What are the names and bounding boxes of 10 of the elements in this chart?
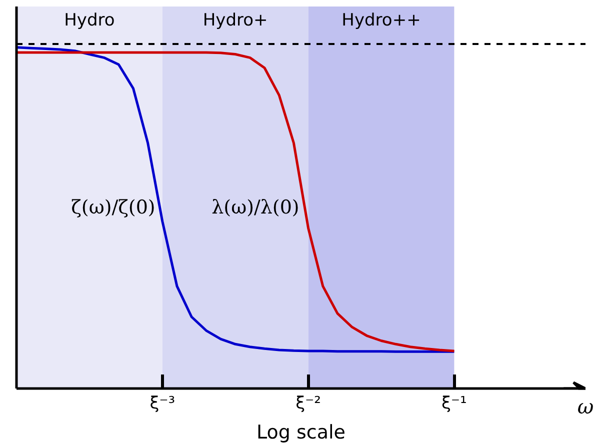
x-tick-label: ξ⁻¹ (442, 394, 467, 414)
text: ω (577, 394, 594, 418)
x-tick-label: ξ⁻³ (150, 394, 176, 414)
x-axis-title: Log scale (256, 422, 346, 444)
band-label: Hydro+ (202, 10, 268, 30)
band-label: Hydro++ (342, 10, 421, 30)
text: Hydro (64, 10, 115, 30)
annotation: λ(ω)/λ(0) (212, 196, 300, 219)
annotation: ζ(ω)/ζ(0) (71, 196, 156, 219)
x-tick-label: ξ⁻² (296, 394, 321, 414)
